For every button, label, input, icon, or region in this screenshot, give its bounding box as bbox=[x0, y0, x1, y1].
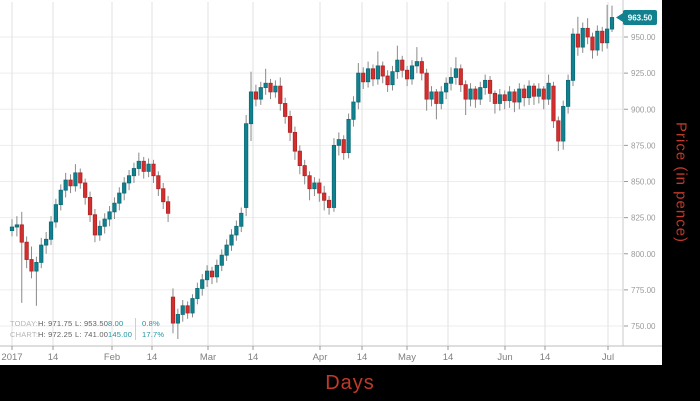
svg-text:950.00: 950.00 bbox=[631, 33, 656, 42]
svg-text:925.00: 925.00 bbox=[631, 69, 656, 78]
svg-text:800.00: 800.00 bbox=[631, 250, 656, 259]
svg-text:Apr: Apr bbox=[313, 352, 328, 363]
svg-text:Jun: Jun bbox=[497, 352, 512, 363]
svg-text:963.50: 963.50 bbox=[628, 13, 653, 22]
legend-chart-high: H: 972.25 bbox=[38, 330, 73, 339]
legend-row-today: TODAY: H: 971.75 L: 953.50 8.00 0.8% bbox=[10, 318, 164, 329]
svg-text:Jul: Jul bbox=[602, 352, 614, 363]
svg-text:14: 14 bbox=[357, 352, 368, 363]
legend-today-low: L: 953.50 bbox=[75, 319, 109, 328]
legend-today-change: 8.00 bbox=[108, 319, 124, 328]
legend-today-high: H: 971.75 bbox=[38, 319, 73, 328]
legend-today-percent: 0.8% bbox=[135, 318, 160, 329]
svg-text:900.00: 900.00 bbox=[631, 105, 656, 114]
svg-text:May: May bbox=[398, 352, 416, 363]
x-axis-title-strip: Days bbox=[0, 365, 700, 401]
ohlc-legend: TODAY: H: 971.75 L: 953.50 8.00 0.8% CHA… bbox=[10, 318, 164, 340]
svg-text:Mar: Mar bbox=[200, 352, 216, 363]
y-axis-title: Price (in pence) bbox=[672, 121, 690, 244]
legend-chart-percent: 17.7% bbox=[135, 329, 164, 340]
candlestick-chart[interactable]: 2017 14 Feb 14 Mar 14 Apr 14 May 14 Jun 14 Jul 950.00… bbox=[0, 0, 662, 365]
legend-chart-low: L: 741.00 bbox=[75, 330, 109, 339]
svg-text:850.00: 850.00 bbox=[631, 178, 656, 187]
svg-text:825.00: 825.00 bbox=[631, 214, 656, 223]
svg-text:14: 14 bbox=[147, 352, 158, 363]
svg-text:14: 14 bbox=[443, 352, 454, 363]
legend-chart-label: CHART: bbox=[10, 330, 39, 339]
svg-text:14: 14 bbox=[48, 352, 59, 363]
legend-row-chart: CHART: H: 972.25 L: 741.00 145.00 17.7% bbox=[10, 329, 164, 340]
svg-text:Feb: Feb bbox=[104, 352, 120, 363]
y-axis-title-strip: Price (in pence) bbox=[662, 0, 700, 365]
legend-today-label: TODAY: bbox=[10, 319, 39, 328]
svg-text:14: 14 bbox=[540, 352, 551, 363]
svg-text:875.00: 875.00 bbox=[631, 141, 656, 150]
svg-text:775.00: 775.00 bbox=[631, 286, 656, 295]
chart-plot-area[interactable]: 2017 14 Feb 14 Mar 14 Apr 14 May 14 Jun 14 Jul 950.00… bbox=[0, 0, 662, 365]
legend-chart-change: 145.00 bbox=[108, 330, 133, 339]
svg-text:750.00: 750.00 bbox=[631, 322, 656, 331]
svg-text:14: 14 bbox=[248, 352, 259, 363]
svg-text:2017: 2017 bbox=[1, 352, 22, 363]
x-axis-title: Days bbox=[325, 371, 375, 394]
